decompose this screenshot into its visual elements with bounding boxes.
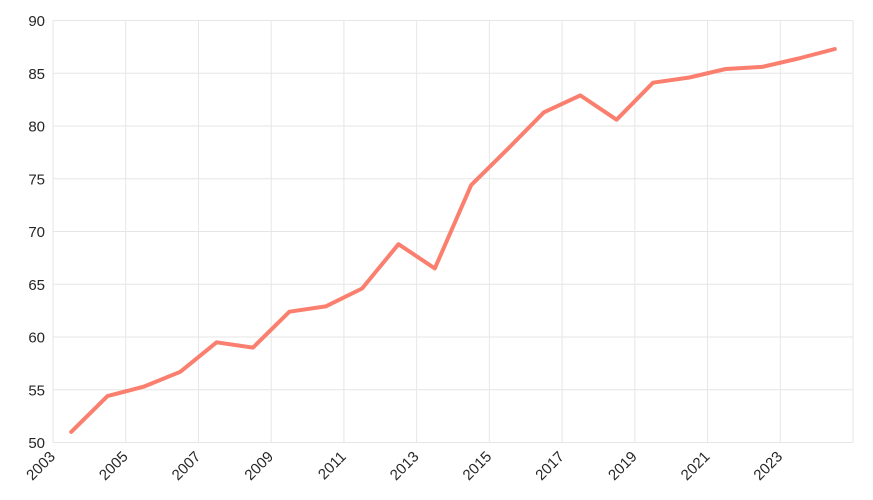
y-tick-label: 90 <box>28 13 45 30</box>
x-tick-label: 2019 <box>605 448 641 484</box>
y-tick-label: 60 <box>28 330 45 347</box>
x-tick-label: 2003 <box>23 448 59 484</box>
y-tick-label: 70 <box>28 224 45 241</box>
x-tick-label: 2007 <box>169 448 205 484</box>
x-tick-label: 2005 <box>96 448 132 484</box>
series-line <box>69 47 837 434</box>
x-tick-label: 2023 <box>750 448 786 484</box>
y-tick-label: 80 <box>28 119 45 136</box>
y-tick-label: 50 <box>28 435 45 452</box>
y-tick-label: 65 <box>28 277 45 294</box>
y-tick-label: 55 <box>28 382 45 399</box>
x-tick-label: 2017 <box>532 448 568 484</box>
x-tick-label: 2011 <box>315 448 350 483</box>
y-axis-tick-labels: 50 55 60 65 70 75 80 85 90 <box>28 13 45 452</box>
x-tick-label: 2009 <box>241 448 277 484</box>
y-tick-label: 85 <box>28 66 45 83</box>
x-tick-label: 2015 <box>460 448 496 484</box>
x-tick-label: 2021 <box>678 448 714 484</box>
x-axis-tick-labels: 2003 2005 2007 2009 2011 2013 2015 2017 2019 2021… <box>23 448 786 484</box>
x-tick-label: 2013 <box>387 448 423 484</box>
y-tick-label: 75 <box>28 171 45 188</box>
